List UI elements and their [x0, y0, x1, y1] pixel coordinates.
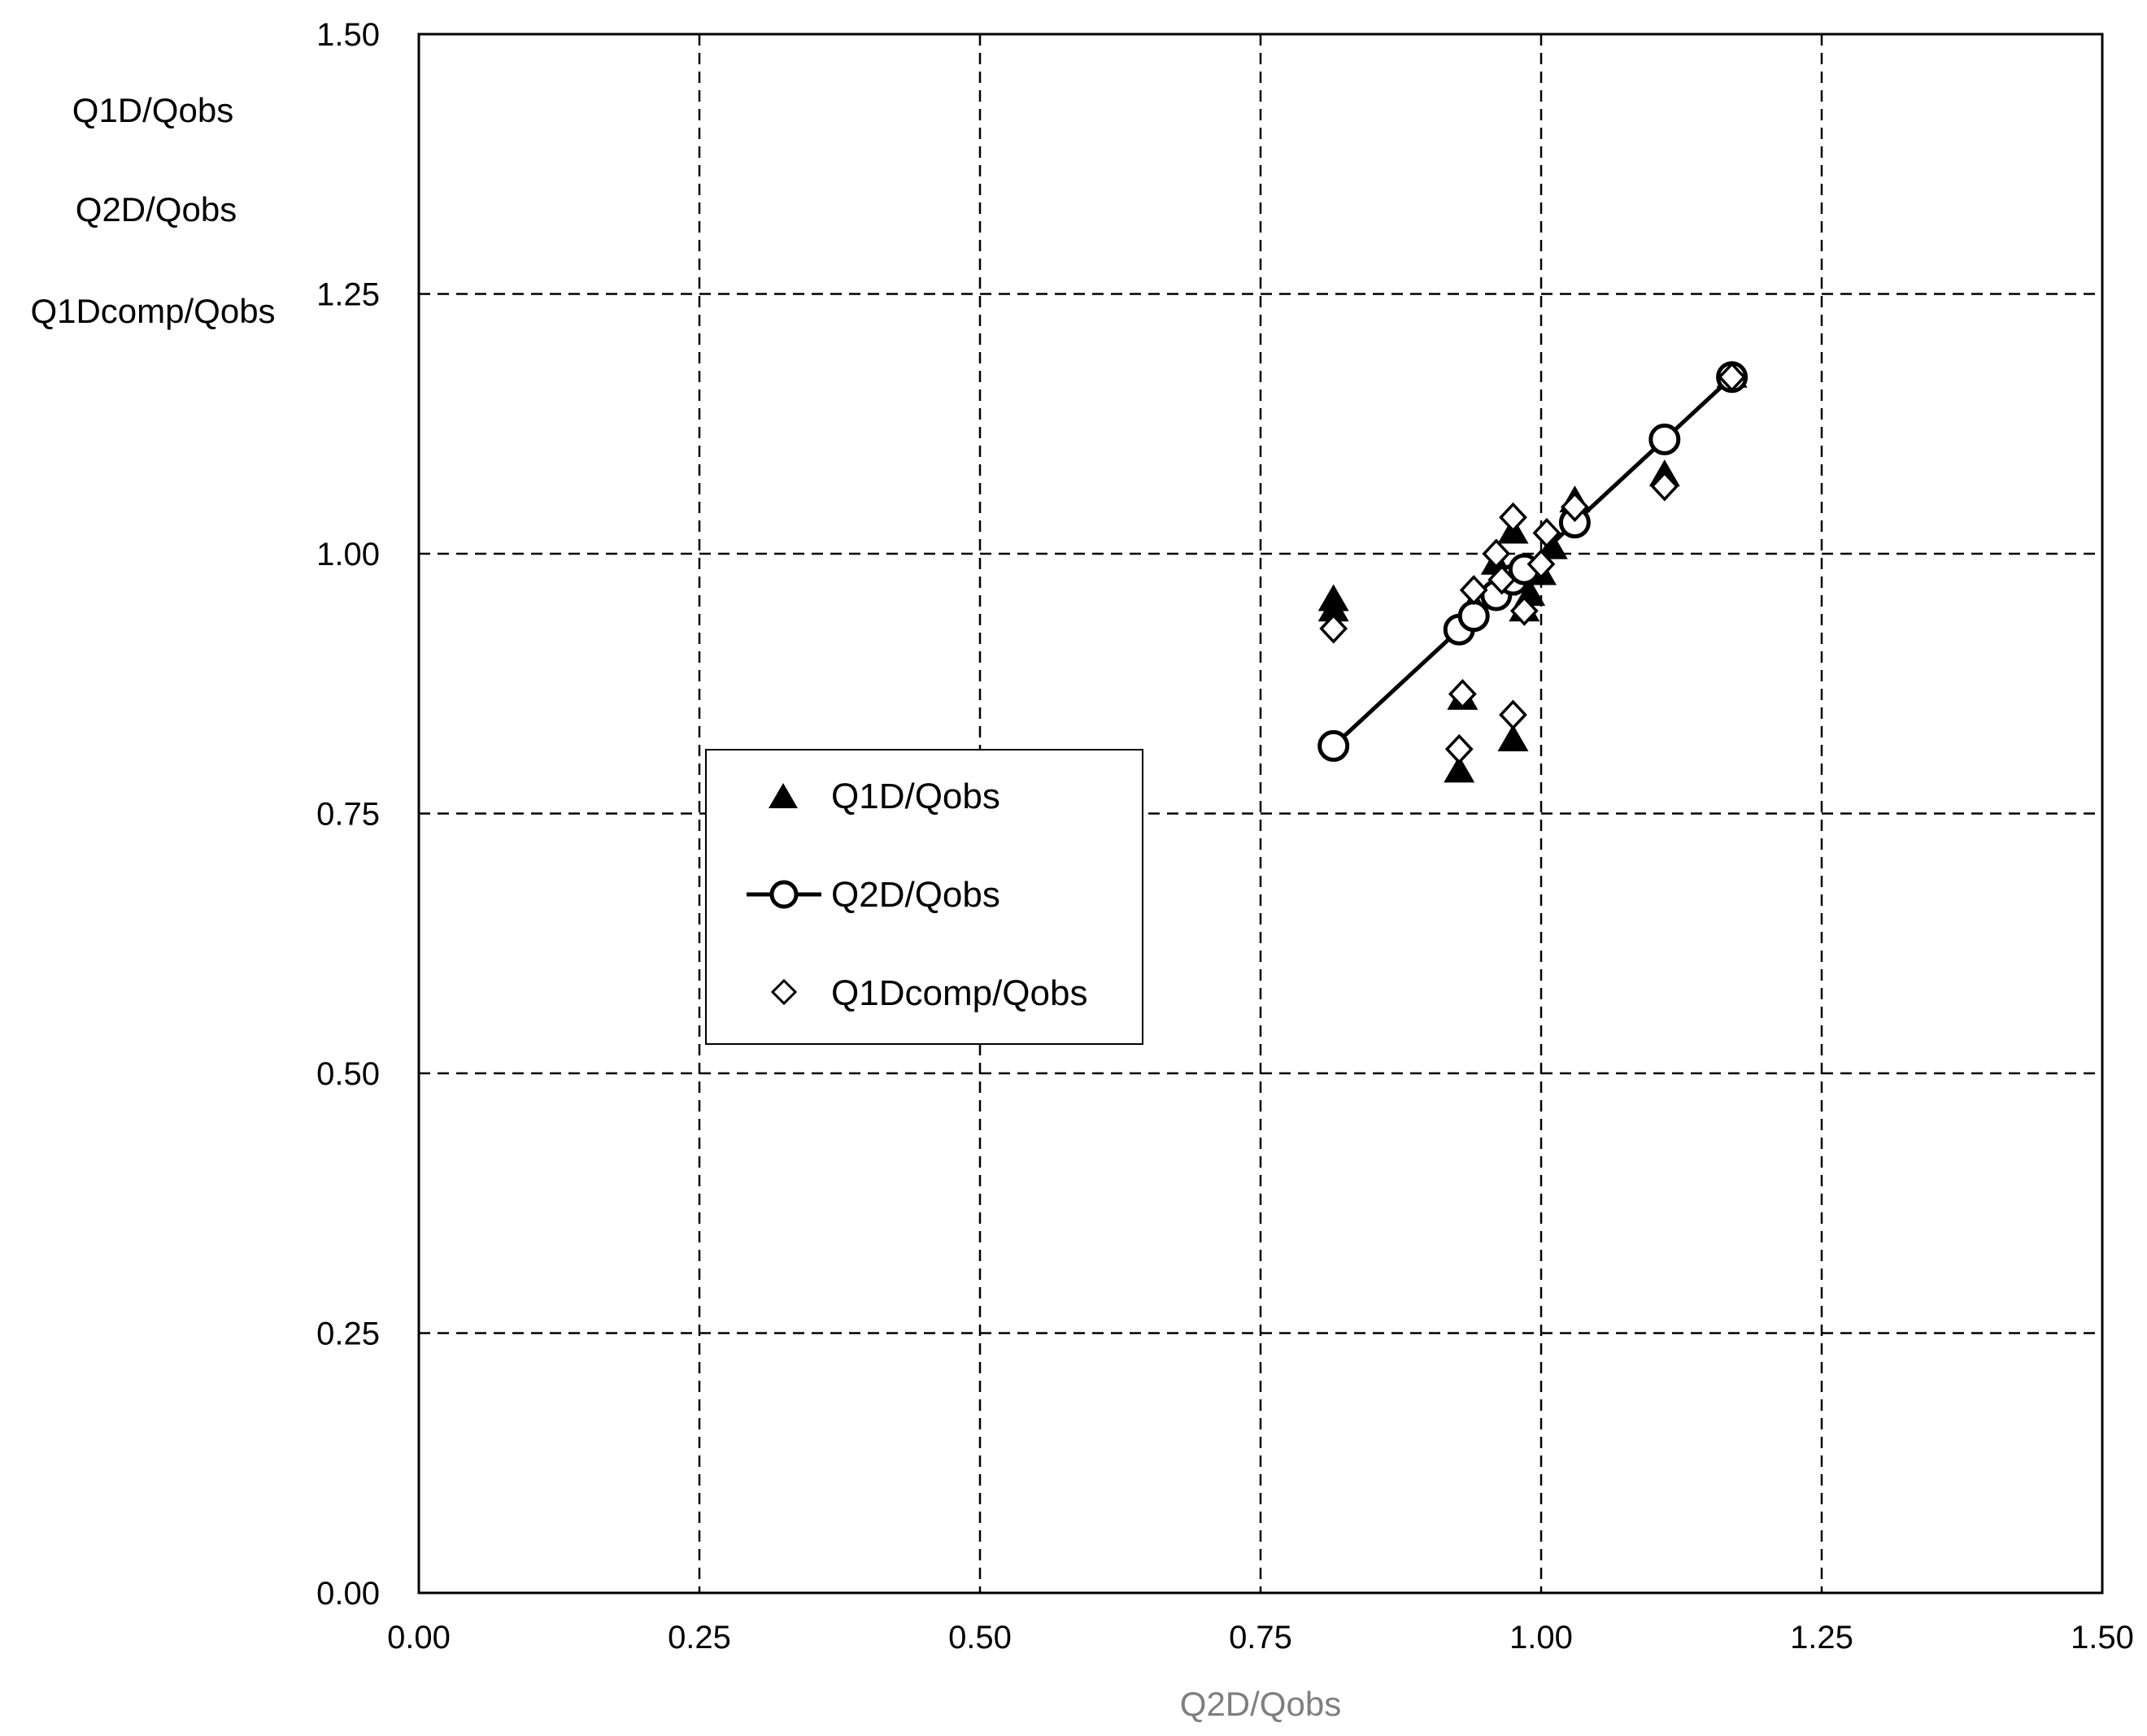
triangle-point	[1497, 724, 1529, 752]
y-axis-label-line-1: Q1D/Qobs	[72, 91, 233, 129]
y-tick-label: 1.25	[316, 277, 380, 313]
y-tick-label: 0.25	[316, 1316, 380, 1352]
x-tick-label: 0.50	[948, 1620, 1012, 1656]
legend-label-q2d: Q2D/Qobs	[831, 875, 1000, 915]
triangle-point	[1317, 594, 1349, 622]
diamond-point	[1499, 502, 1527, 533]
circle-point	[1648, 423, 1681, 455]
grid-lines	[419, 34, 2102, 1593]
diamond-point	[1509, 595, 1539, 626]
x-tick-label: 1.50	[2071, 1620, 2134, 1656]
legend-entry-q1dcomp: Q1Dcomp/Qobs	[770, 973, 1087, 1013]
diamond-point	[1526, 549, 1556, 580]
diamond-point	[1459, 575, 1488, 606]
diamond-point	[1499, 699, 1527, 730]
x-tick-label: 1.00	[1509, 1620, 1573, 1656]
diamond-point	[1444, 733, 1474, 764]
y-tick-label: 0.00	[316, 1576, 380, 1612]
x-axis-tick-labels: 0.00 0.25 0.50 0.75 1.00 1.25 1.50	[387, 1620, 2134, 1656]
circle-point	[1457, 600, 1490, 633]
y-axis-tick-labels: 0.00 0.25 0.50 0.75 1.00 1.25 1.50	[316, 17, 380, 1612]
x-tick-label: 1.25	[1790, 1620, 1853, 1656]
x-tick-label: 0.75	[1229, 1620, 1292, 1656]
x-tick-label: 0.25	[668, 1620, 731, 1656]
legend-entry-q2d: Q2D/Qobs	[747, 875, 1000, 915]
plot-area-frame	[417, 33, 2104, 1595]
triangle-point	[1444, 755, 1475, 783]
y-axis-label-line-2: Q2D/Qobs	[76, 190, 237, 228]
circle-point	[1317, 729, 1350, 762]
x-axis-label: Q2D/Qobs	[1180, 1685, 1341, 1723]
diamond-point	[1487, 564, 1517, 595]
legend-diamond-marker	[770, 978, 798, 1006]
diamond-point	[1448, 678, 1477, 710]
legend: Q1D/Qobs Q2D/Qobs Q1Dcomp/Qobs	[705, 749, 1143, 1045]
x-tick-label: 0.00	[387, 1620, 451, 1656]
legend-label-q1dcomp: Q1Dcomp/Qobs	[831, 973, 1087, 1013]
legend-circle-marker	[769, 880, 799, 909]
diamond-point	[1532, 517, 1561, 548]
diamond-point	[1319, 613, 1348, 644]
series-q1dcomp-qobs	[1319, 362, 1746, 764]
diamond-point	[1482, 538, 1511, 569]
legend-entry-q1d: Q1D/Qobs	[769, 777, 1000, 816]
y-tick-label: 0.75	[316, 797, 380, 833]
y-tick-label: 0.50	[316, 1056, 380, 1092]
y-axis-label-line-3: Q1Dcomp/Qobs	[30, 292, 275, 330]
legend-label-q1d: Q1D/Qobs	[831, 777, 1000, 816]
diamond-point	[1561, 491, 1589, 523]
y-tick-label: 1.50	[316, 17, 380, 53]
legend-triangle-marker	[769, 783, 798, 808]
diamond-point	[1650, 471, 1679, 502]
diamond-point	[1718, 362, 1746, 393]
data-series	[1317, 360, 1749, 783]
y-tick-label: 1.00	[316, 537, 380, 572]
